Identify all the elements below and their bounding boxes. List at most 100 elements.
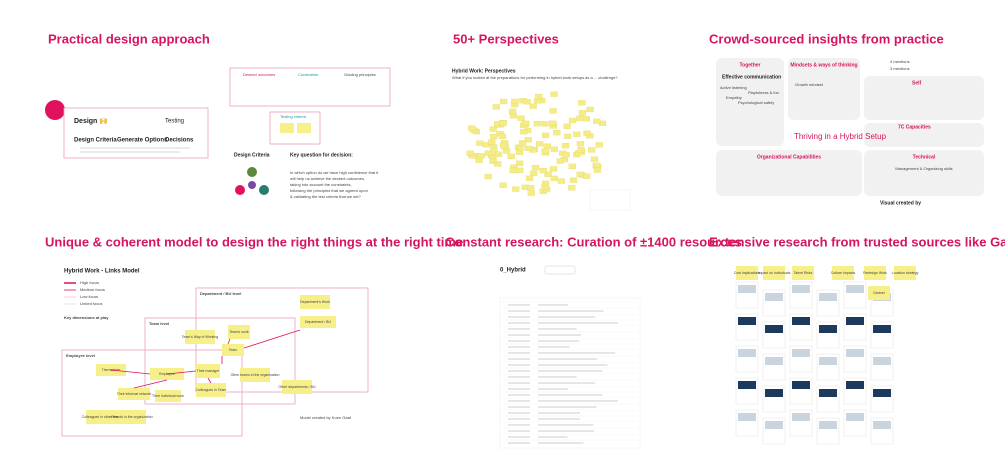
sticky <box>590 156 599 162</box>
button[interactable] <box>544 265 576 275</box>
sticky <box>583 173 591 179</box>
sticky <box>499 120 507 127</box>
sticky <box>593 162 601 168</box>
research-panel: 0_Hybrid <box>499 265 641 449</box>
image <box>873 421 891 429</box>
box <box>788 58 860 120</box>
sticky <box>494 151 503 157</box>
sticky <box>544 171 552 177</box>
label: Testing <box>165 119 184 125</box>
sticky <box>507 153 515 159</box>
sticky <box>569 177 578 183</box>
image <box>873 357 891 365</box>
sticky <box>564 133 572 139</box>
node <box>118 388 150 400</box>
sticky <box>512 186 520 192</box>
image <box>819 389 837 397</box>
sticky <box>498 133 507 139</box>
level-label: Team level <box>149 321 169 326</box>
sticky <box>576 115 584 121</box>
sticky <box>525 175 534 181</box>
sticky <box>499 182 507 188</box>
sticky <box>520 129 528 135</box>
sticky <box>553 130 561 136</box>
image <box>738 349 756 357</box>
sticky <box>468 125 476 131</box>
label: Design Criteria <box>234 152 270 158</box>
center-label: Thriving in a Hybrid Setup <box>794 132 887 141</box>
sticky-label: Gartner <box>873 291 886 295</box>
sticky <box>541 148 549 154</box>
box <box>716 150 862 196</box>
node-label: Friends in the organization <box>111 415 152 419</box>
design-panel: Design 🙌 Testing Design Criteria Generat… <box>45 67 391 199</box>
label: 3 mentions <box>890 66 910 71</box>
node-label: Team <box>229 348 238 352</box>
image <box>738 285 756 293</box>
node <box>247 167 257 177</box>
node-label: Their informal network <box>117 392 152 396</box>
image <box>846 413 864 421</box>
sticky <box>484 173 492 180</box>
frame <box>63 107 209 159</box>
label: Hybrid Work: Perspectives <box>452 68 516 74</box>
sticky <box>297 123 311 133</box>
image <box>846 349 864 357</box>
label: Design 🙌 <box>74 116 108 125</box>
level-frame <box>144 317 296 405</box>
sticky <box>515 160 524 166</box>
line: & validating the test criteria that we s… <box>290 194 361 199</box>
sticky <box>490 144 498 150</box>
sticky <box>484 150 492 156</box>
model-panel: Hybrid Work - Links Model High focus Med… <box>61 269 369 437</box>
sticky <box>522 120 530 126</box>
sticky <box>500 142 508 148</box>
level-frame <box>61 349 243 437</box>
sticky <box>736 266 758 280</box>
label: Testing criteria <box>280 114 307 119</box>
node-label: Other teams in the organisation <box>231 373 280 377</box>
sticky <box>894 266 916 280</box>
sticky <box>541 132 550 138</box>
sticky <box>868 286 890 300</box>
heading: 50+ Perspectives <box>453 31 559 46</box>
label: 4 mentions <box>890 59 910 64</box>
sticky <box>582 116 591 122</box>
node <box>155 390 181 402</box>
crowd-panel: Together Effective communication Active … <box>716 58 984 206</box>
image <box>873 389 891 397</box>
node-label: Colleagues in other teams <box>82 415 123 419</box>
sticky <box>466 150 474 156</box>
sticky <box>516 167 524 173</box>
sticky <box>573 131 581 137</box>
heading: Practical design approach <box>48 31 210 46</box>
sticky <box>562 143 570 149</box>
heading: Crowd-sourced insights from practice <box>709 31 944 46</box>
sticky <box>524 137 532 143</box>
label: Effective communication <box>722 74 781 80</box>
sticky <box>509 113 517 119</box>
sticky <box>586 106 594 113</box>
label: 0_Hybrid <box>500 268 526 274</box>
sticky <box>508 108 517 114</box>
sticky <box>593 118 601 124</box>
node <box>86 410 118 424</box>
label: Self <box>912 80 922 86</box>
link <box>133 379 168 389</box>
sticky <box>530 170 538 177</box>
sticky-label: Talent Risks <box>794 271 813 275</box>
label: What if you looked at the preparations f… <box>452 75 618 80</box>
sticky <box>563 123 571 129</box>
label: Key question for decision: <box>290 152 353 158</box>
image <box>792 413 810 421</box>
link <box>207 377 212 384</box>
sticky <box>568 163 576 169</box>
sticky-label: Redesign Work <box>863 271 887 275</box>
label: Visual created by <box>880 200 921 206</box>
node <box>300 316 336 328</box>
label: Growth mindset <box>795 82 824 87</box>
label: Design Criteria <box>74 138 117 144</box>
sticky <box>832 266 854 280</box>
box <box>716 58 784 146</box>
